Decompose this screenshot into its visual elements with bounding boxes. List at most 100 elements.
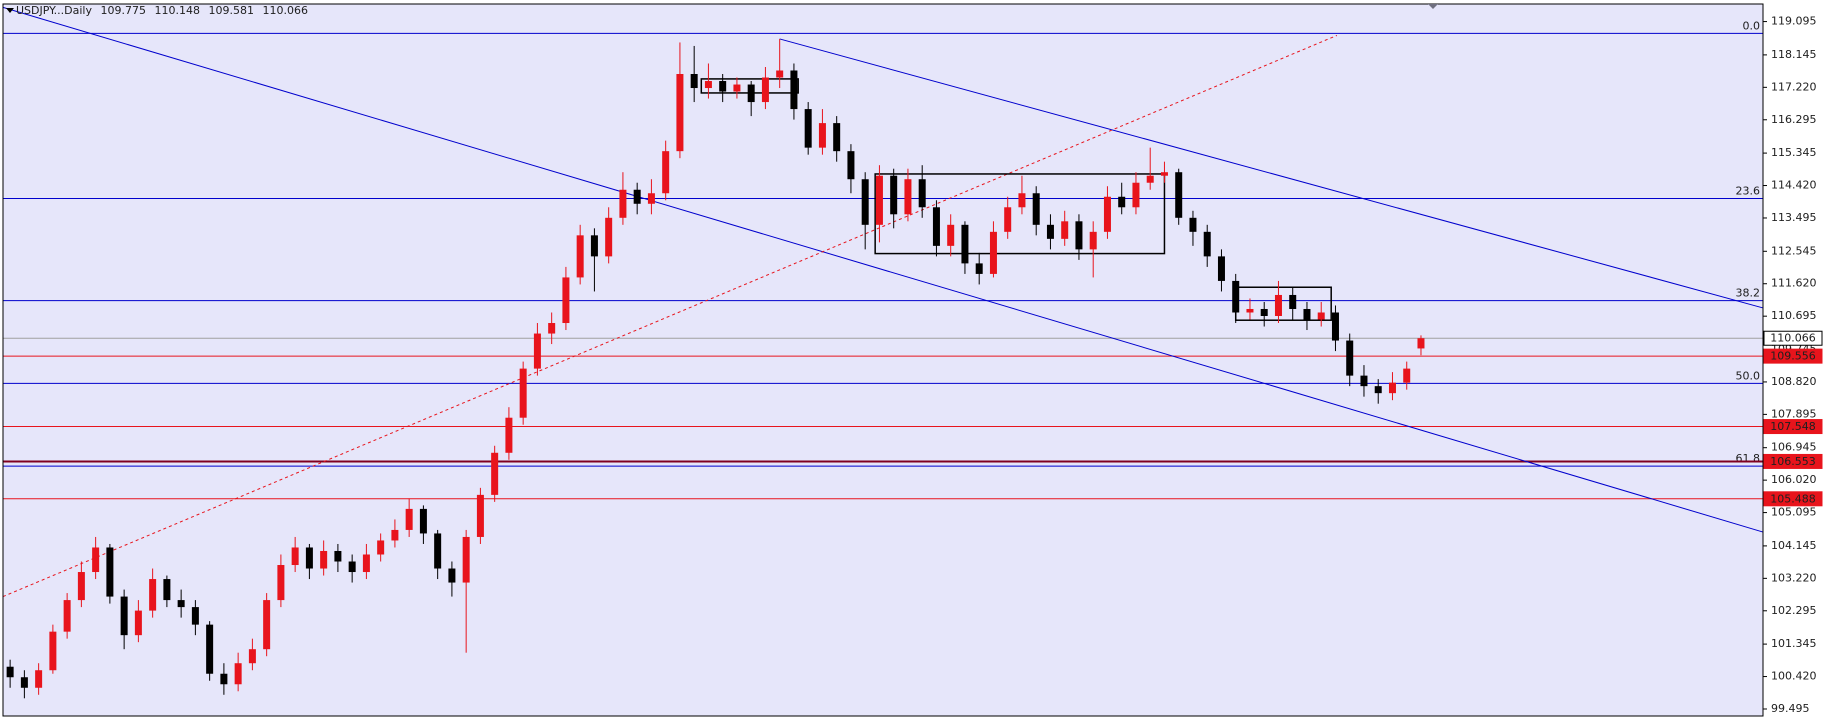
candle-body	[1388, 382, 1396, 394]
candle-body	[562, 277, 570, 324]
candle-body	[92, 547, 100, 573]
candle-body	[505, 417, 513, 453]
candle-body	[1403, 368, 1411, 383]
candle-body	[947, 224, 955, 246]
y-tick-label: 106.945	[1771, 441, 1817, 454]
candle-body	[719, 81, 727, 92]
candle-body	[277, 565, 285, 601]
candle-body	[1103, 196, 1111, 232]
shift-marker[interactable]	[1428, 4, 1438, 9]
y-tick-label: 100.420	[1771, 670, 1817, 683]
candle-body	[1374, 386, 1382, 394]
candle-body	[818, 123, 826, 148]
last-open: 109.775	[100, 4, 146, 17]
candle-body	[334, 550, 342, 562]
candle-body	[35, 670, 43, 688]
fib-label: 23.6	[1736, 185, 1761, 198]
candle-body	[548, 323, 556, 334]
y-tick-label: 106.020	[1771, 473, 1817, 486]
price-badge	[1763, 348, 1823, 364]
price-badge	[1763, 491, 1823, 507]
candle-body	[291, 547, 299, 566]
candle-body	[1032, 193, 1040, 225]
last-close: 110.066	[262, 4, 308, 17]
candle-body	[120, 596, 128, 636]
candle-body	[305, 547, 313, 569]
y-tick-label: 113.495	[1771, 211, 1817, 224]
price-badge	[1763, 419, 1823, 435]
candle-body	[6, 666, 14, 678]
candle-body	[1075, 221, 1083, 250]
price-badge	[1763, 330, 1823, 346]
candle-body	[1246, 308, 1254, 313]
fib-label: 50.0	[1736, 369, 1761, 382]
candle-body	[263, 600, 271, 650]
candle-body	[804, 109, 812, 148]
candle-body	[1061, 221, 1069, 239]
candle-body	[576, 235, 584, 278]
candle-body	[1346, 340, 1354, 376]
candle-body	[1089, 231, 1097, 250]
candle-body	[63, 600, 71, 632]
candle-body	[1274, 294, 1282, 317]
candle-body	[1004, 207, 1012, 232]
candle-body	[362, 554, 370, 573]
candle-body	[961, 224, 969, 264]
candle-body	[1360, 375, 1368, 387]
candle-body	[1146, 175, 1154, 183]
y-tick-label: 117.220	[1771, 80, 1817, 93]
candle-body	[1289, 294, 1297, 309]
price-badge-label: 106.553	[1770, 455, 1816, 468]
y-tick-label: 115.345	[1771, 146, 1817, 159]
candle-body	[890, 175, 898, 215]
y-tick-label: 101.345	[1771, 637, 1817, 650]
candle-body	[1303, 308, 1311, 320]
plot-frame	[2, 3, 1764, 717]
candle-body	[904, 179, 912, 215]
candle-body	[932, 207, 940, 246]
candle-body	[106, 547, 114, 597]
candle-body	[605, 217, 613, 257]
candle-body	[1132, 182, 1140, 208]
symbol-menu-arrow[interactable]	[6, 8, 14, 13]
candle-body	[248, 649, 256, 664]
candle-body	[1417, 338, 1425, 349]
candle-body	[491, 452, 499, 495]
candle-body	[391, 529, 399, 541]
candle-body	[320, 550, 328, 569]
trendline	[2, 6, 1764, 533]
candle-body	[1217, 256, 1225, 281]
candle-body	[875, 175, 883, 225]
candle-body	[662, 151, 670, 194]
candle-body	[462, 536, 470, 583]
candle-body	[220, 673, 228, 685]
candle-body	[191, 607, 199, 625]
candle-body	[647, 193, 655, 204]
candle-body	[1317, 312, 1325, 320]
candle-body	[1018, 193, 1026, 208]
candle-body	[1260, 308, 1268, 317]
price-badge	[1763, 453, 1823, 469]
candle-body	[761, 77, 769, 103]
candle-body	[434, 533, 442, 569]
candle-body	[49, 631, 57, 671]
price-badge-label: 105.488	[1770, 492, 1816, 505]
candle-body	[747, 84, 755, 103]
candle-body	[619, 189, 627, 218]
candle-body	[1160, 172, 1168, 176]
y-tick-label: 104.145	[1771, 539, 1817, 552]
y-tick-label: 99.495	[1771, 702, 1810, 715]
candle-body	[533, 333, 541, 369]
candle-body	[519, 368, 527, 418]
fib-label: 61.8	[1736, 452, 1761, 465]
symbol: USDJPY...Daily	[16, 4, 92, 17]
trendline	[2, 34, 1338, 598]
chart-header: USDJPY...Daily 109.775 110.148 109.581 1…	[16, 4, 308, 17]
candle-body	[476, 494, 484, 537]
candle-body	[1118, 196, 1126, 208]
y-tick-label: 105.095	[1771, 506, 1817, 519]
y-tick-label: 103.220	[1771, 571, 1817, 584]
candle-body	[20, 677, 28, 688]
price-badge-label: 109.556	[1770, 350, 1816, 363]
